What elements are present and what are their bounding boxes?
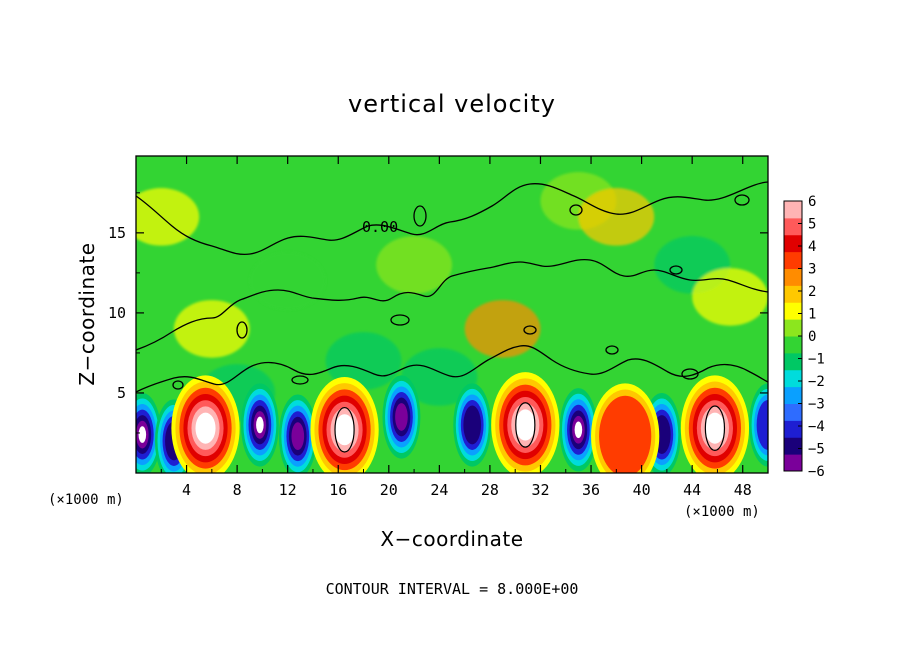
colorbar-segment — [784, 302, 802, 320]
colorbar-tick-label: 1 — [808, 307, 816, 323]
contour-loop — [569, 204, 583, 216]
colorbar-segment — [784, 336, 802, 354]
x-tick-label: 44 — [683, 481, 701, 499]
x-tick-label: 24 — [430, 481, 448, 499]
field-patch — [692, 268, 768, 326]
colorbar-segment — [784, 437, 802, 455]
velocity-cores — [136, 372, 768, 473]
x-tick-label: 4 — [182, 481, 191, 499]
contour-loop — [681, 368, 699, 380]
contour-loop — [413, 205, 427, 227]
y-tick-label: 5 — [117, 384, 126, 402]
colorbar-tick-label: 5 — [808, 217, 816, 233]
plot-frame — [135, 155, 769, 474]
y-axis: 5 10 15 — [108, 192, 768, 434]
zero-contour-upper — [136, 181, 768, 256]
field-patch — [376, 236, 452, 294]
downdraft-core — [291, 422, 305, 451]
plot-area: 0.00 — [136, 156, 768, 473]
field-patch — [173, 300, 250, 358]
updraft-core — [338, 420, 351, 440]
x-tick-label: 8 — [233, 481, 242, 499]
contour-loop — [390, 314, 410, 326]
colorbar-tick-label: 0 — [808, 329, 816, 345]
updraft-contour — [515, 402, 536, 448]
updraft-core — [708, 418, 721, 438]
contour-lines — [136, 181, 768, 393]
colorbar-tick-label: 2 — [808, 284, 816, 300]
colorbar-tick-label: 6 — [808, 194, 816, 210]
colorbar-tick-label: −2 — [808, 374, 825, 390]
x-axis: 4 8 12 16 20 24 28 32 36 40 44 48 — [160, 156, 752, 499]
downdraft-core — [574, 421, 583, 439]
colorbar-tick-label: 3 — [808, 262, 816, 278]
colorbar-segment — [784, 454, 802, 472]
field-patch — [249, 252, 326, 310]
colorbar-segment — [784, 285, 802, 303]
colorbar-segment — [784, 352, 802, 371]
contour-loop — [734, 194, 750, 206]
colorbar-tick-label: −5 — [808, 442, 825, 458]
downdraft-core — [756, 400, 768, 450]
field-patch — [136, 188, 200, 246]
updraft-contour — [704, 405, 726, 451]
colorbar-segment — [784, 403, 802, 421]
colorbar-tick-label: 4 — [808, 239, 816, 255]
y-tick-label: 10 — [108, 304, 126, 322]
colorbar-segment — [784, 234, 802, 253]
contour-interval-footer: CONTOUR INTERVAL = 8.000E+00 — [326, 580, 579, 598]
colorbar-segment — [784, 268, 802, 286]
field-patch — [578, 188, 655, 246]
updraft-contour — [334, 406, 355, 453]
downdraft-core — [395, 403, 408, 431]
colorbar-segment — [784, 386, 802, 404]
contour-loop — [669, 265, 683, 275]
x-unit-label-left: (×1000 m) — [48, 492, 124, 508]
contour-loop — [236, 321, 248, 339]
x-axis-label: X−coordinate — [380, 527, 523, 551]
colorbar-tick-label: −6 — [808, 464, 825, 480]
colorbar-segment — [784, 201, 802, 219]
x-tick-label: 40 — [633, 481, 651, 499]
colorbar-segment — [784, 319, 802, 337]
colorbar-tick-label: −1 — [808, 352, 825, 368]
field-patch — [401, 348, 478, 406]
colorbar-segment — [784, 369, 802, 388]
x-tick-label: 28 — [481, 481, 499, 499]
contour-loop — [605, 345, 619, 355]
updraft-core — [519, 415, 532, 435]
x-tick-label: 12 — [279, 481, 297, 499]
x-tick-label: 36 — [582, 481, 600, 499]
y-tick-label: 15 — [108, 224, 126, 242]
downdraft-core — [256, 416, 264, 434]
colorbar-segment — [784, 251, 802, 269]
updraft-core — [599, 395, 652, 473]
colorbar: 6 5 4 3 2 1 0 −1 −2 −3 −4 −5 −6 — [783, 194, 825, 480]
zero-contour-lower — [136, 345, 768, 393]
field-patch — [464, 300, 541, 358]
downdraft-core — [463, 405, 482, 445]
x-tick-label: 32 — [531, 481, 549, 499]
chart-title: vertical velocity — [348, 90, 556, 118]
updraft-core — [195, 412, 216, 444]
x-tick-label: 48 — [734, 481, 752, 499]
x-tick-label: 20 — [380, 481, 398, 499]
x-tick-label: 16 — [329, 481, 347, 499]
x-unit-label-right: (×1000 m) — [684, 504, 760, 520]
colorbar-segment — [784, 420, 802, 438]
contour-loop — [291, 375, 309, 385]
y-axis-label: Z−coordinate — [75, 242, 99, 385]
contour-loop — [523, 325, 537, 335]
downdraft-core — [138, 426, 147, 443]
colorbar-tick-label: −3 — [808, 397, 825, 413]
zero-contour-main — [136, 258, 768, 351]
colorbar-segment — [784, 217, 802, 236]
colorbar-tick-label: −4 — [808, 419, 825, 435]
contour-loop — [172, 380, 184, 390]
contour-value-label: 0.00 — [362, 218, 398, 236]
